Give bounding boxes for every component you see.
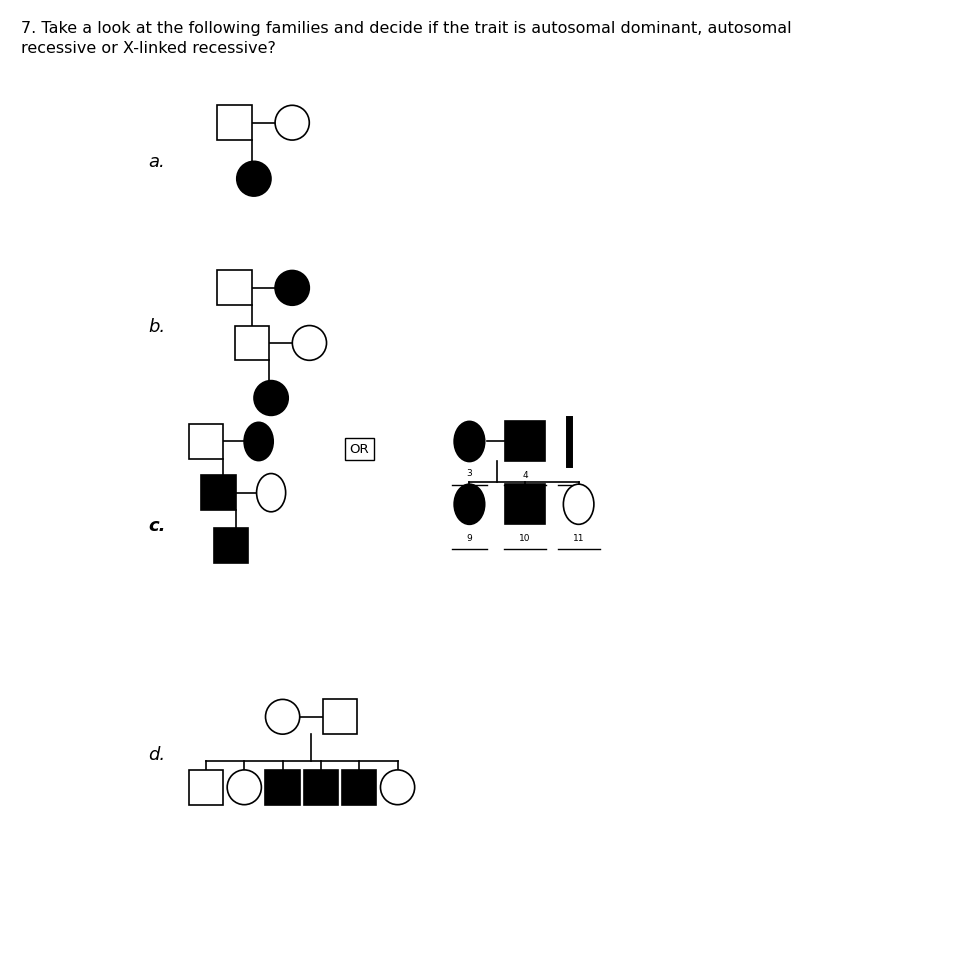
Bar bbox=[217, 270, 252, 305]
Bar bbox=[217, 105, 252, 140]
Ellipse shape bbox=[254, 381, 288, 415]
Bar bbox=[189, 770, 223, 805]
Text: 11: 11 bbox=[573, 534, 584, 543]
Ellipse shape bbox=[237, 161, 271, 196]
Bar bbox=[265, 770, 300, 805]
Text: a.: a. bbox=[148, 154, 165, 171]
Ellipse shape bbox=[454, 421, 485, 462]
Text: 10: 10 bbox=[519, 534, 531, 543]
Bar bbox=[505, 421, 545, 462]
Ellipse shape bbox=[292, 326, 327, 360]
Text: 4: 4 bbox=[522, 471, 528, 480]
Ellipse shape bbox=[244, 422, 273, 461]
Text: 3: 3 bbox=[467, 469, 472, 478]
Ellipse shape bbox=[563, 484, 594, 525]
Bar bbox=[235, 326, 269, 360]
Bar bbox=[189, 424, 223, 459]
Ellipse shape bbox=[380, 770, 415, 805]
Bar bbox=[505, 484, 545, 525]
Ellipse shape bbox=[275, 270, 309, 305]
Bar bbox=[342, 770, 376, 805]
Text: d.: d. bbox=[148, 747, 166, 764]
Ellipse shape bbox=[275, 105, 309, 140]
Bar bbox=[323, 699, 357, 734]
Text: 7. Take a look at the following families and decide if the trait is autosomal do: 7. Take a look at the following families… bbox=[21, 21, 791, 37]
Bar bbox=[214, 528, 248, 563]
Bar bbox=[201, 475, 236, 510]
Bar bbox=[304, 770, 338, 805]
Ellipse shape bbox=[265, 699, 300, 734]
Text: b.: b. bbox=[148, 318, 166, 335]
Text: recessive or X-linked recessive?: recessive or X-linked recessive? bbox=[21, 41, 276, 56]
Text: c.: c. bbox=[148, 518, 166, 535]
Ellipse shape bbox=[257, 473, 285, 512]
Ellipse shape bbox=[227, 770, 262, 805]
Text: OR: OR bbox=[350, 442, 369, 456]
Text: 9: 9 bbox=[467, 534, 472, 543]
Ellipse shape bbox=[454, 484, 485, 525]
